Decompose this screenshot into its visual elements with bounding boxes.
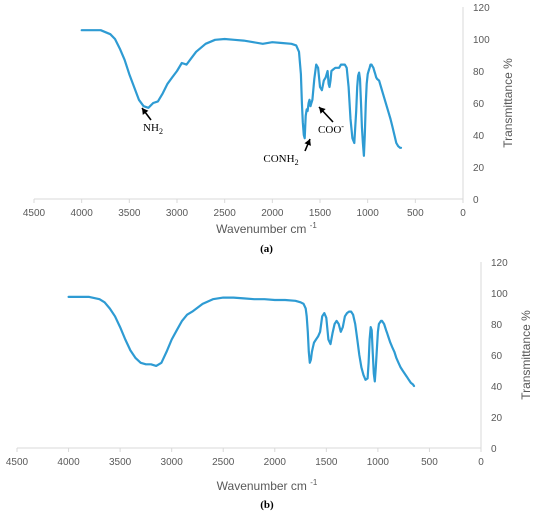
y-tick-label-a: 60	[473, 99, 485, 110]
annotation-arrowhead-1	[304, 139, 311, 146]
y-tick-label-b: 0	[491, 444, 497, 455]
x-tick-label-b: 2000	[264, 457, 287, 468]
annotation-arrowhead-2	[319, 107, 326, 114]
y-tick-label-a: 80	[473, 67, 485, 78]
x-tick-label-a: 2500	[214, 208, 237, 219]
x-axis-title-a: Wavenumber cm -1	[216, 221, 317, 236]
y-tick-label-a: 20	[473, 163, 485, 174]
y-tick-label-b: 80	[491, 320, 503, 331]
y-tick-label-b: 120	[491, 258, 508, 269]
y-tick-label-b: 100	[491, 289, 508, 300]
x-tick-label-a: 4000	[71, 208, 94, 219]
panel-label-a: (a)	[260, 243, 273, 255]
y-tick-label-a: 100	[473, 35, 490, 46]
x-axis-title-text-b: Wavenumber cm	[217, 479, 311, 493]
x-axis-title-text-a: Wavenumber cm	[216, 222, 310, 236]
x-axis-title-b: Wavenumber cm -1	[217, 478, 318, 493]
y-tick-label-a: 0	[473, 195, 479, 206]
x-tick-label-a: 0	[460, 208, 466, 219]
annotation-text-2: COO	[318, 124, 341, 136]
x-tick-label-a: 2000	[261, 208, 284, 219]
annotation-label-2: COO-	[318, 122, 344, 136]
x-tick-label-a: 3500	[118, 208, 141, 219]
y-tick-label-b: 40	[491, 382, 503, 393]
x-tick-label-b: 500	[421, 457, 438, 468]
x-tick-label-b: 1500	[315, 457, 338, 468]
panel-label-b: (b)	[260, 499, 274, 511]
chart-panel-b: 4500 4000 3500 3000 2500 2000 1500 1000 500 00 20 4…	[6, 258, 533, 511]
x-tick-label-b: 3500	[109, 457, 132, 468]
y-axis-title-a: Transmittance %	[501, 58, 515, 148]
annotation-label-1: CONH2	[263, 153, 298, 167]
annotation-text-1: CONH	[263, 153, 294, 165]
y-tick-label-a: 120	[473, 3, 490, 14]
annotation-text-0: NH	[143, 122, 159, 134]
y-tick-label-b: 60	[491, 351, 503, 362]
chart-panel-a: 4500 4000 3500 3000 2500 2000 1500 1000 500 00 20 4…	[23, 3, 515, 255]
spectrum-line-b	[67, 295, 416, 388]
x-tick-label-b: 1000	[367, 457, 390, 468]
x-tick-label-b: 3000	[161, 457, 184, 468]
x-tick-label-b: 4000	[57, 457, 80, 468]
annotation-sub-0: 2	[159, 127, 163, 136]
x-tick-label-a: 500	[407, 208, 424, 219]
x-axis-title-sup-b: -1	[310, 478, 318, 487]
x-tick-label-a: 3000	[166, 208, 189, 219]
annotation-arrowhead-0	[142, 108, 149, 115]
x-axis-title-sup-a: -1	[310, 221, 318, 230]
annotation-sup-2: -	[341, 122, 344, 131]
y-axis-title-b: Transmittance %	[519, 310, 533, 400]
x-tick-label-b: 0	[478, 457, 484, 468]
x-tick-label-a: 1500	[309, 208, 332, 219]
annotation-label-0: NH2	[143, 122, 163, 136]
x-tick-label-a: 1000	[357, 208, 380, 219]
spectrum-line-a	[80, 29, 403, 157]
y-tick-label-a: 40	[473, 131, 485, 142]
x-tick-label-a: 4500	[23, 208, 46, 219]
x-tick-label-b: 4500	[6, 457, 29, 468]
annotation-sub-1: 2	[295, 158, 299, 167]
y-tick-label-b: 20	[491, 413, 503, 424]
x-tick-label-b: 2500	[212, 457, 235, 468]
